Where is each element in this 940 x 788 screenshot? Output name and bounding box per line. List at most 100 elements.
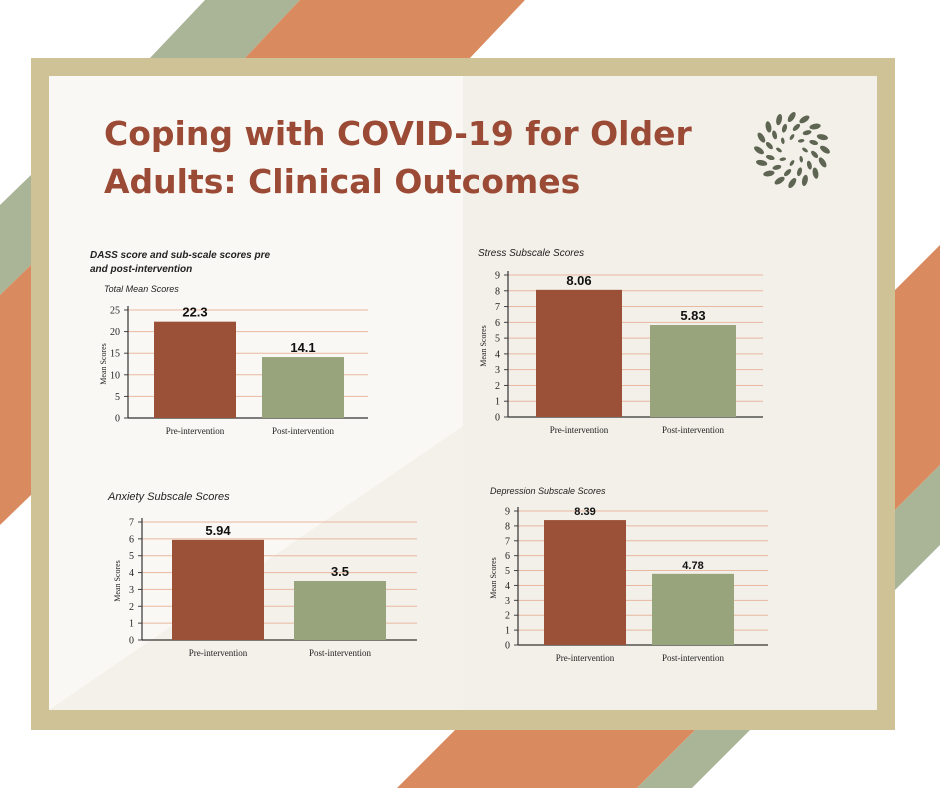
leaf-wreath-icon [754,112,830,188]
y-axis-label: Mean Scores [489,557,498,599]
wreath-leaf [754,146,764,155]
y-tick-label: 20 [110,327,120,338]
y-tick-label: 0 [495,413,500,424]
chart-subtitle: Total Mean Scores [104,284,179,294]
stripe-green-right [895,465,940,590]
wreath-leaf [796,167,803,177]
wreath-leaf [765,154,775,161]
wreath-leaf [765,121,772,133]
wreath-leaf [772,130,778,140]
bar-value-label: 8.39 [574,506,595,518]
y-tick-label: 4 [129,568,134,579]
wreath-leaf [757,132,766,143]
poster-title: Coping with COVID-19 for Older Adults: C… [104,110,724,206]
stripe-green-top [150,0,300,58]
bar [154,321,236,418]
bar-value-label: 14.1 [290,340,315,355]
y-tick-label: 3 [495,365,500,376]
y-tick-label: 2 [495,381,500,392]
chart-anxiety-subscale: Anxiety Subscale Scores 0 1 2 3 4 5 6 7 Mean Scor… [90,484,420,674]
y-tick-label: 8 [505,521,510,532]
bar-value-label: 22.3 [182,305,207,320]
y-tick-label: 4 [505,581,510,592]
stripe-orange-left [0,265,31,525]
x-category-label: Pre-intervention [166,426,225,436]
y-tick-label: 5 [115,392,120,403]
y-tick-label: 5 [495,334,500,345]
y-tick-label: 3 [129,585,134,596]
wreath-leaf [812,167,819,179]
y-tick-label: 5 [505,566,510,577]
y-tick-label: 1 [505,626,510,637]
chart-stress-subscale: Stress Subscale Scores 0 1 2 3 4 5 6 7 8 9 Mean Sco… [460,240,780,440]
bar [650,325,736,417]
y-tick-label: 0 [115,414,120,425]
title-line-1: Coping with COVID-19 for Older [104,114,692,153]
wreath-leaf [789,134,795,140]
chart-svg: Depression Subscale Scores 0 1 2 3 4 5 6 7 8 9 Mean… [489,486,768,663]
stripe-green-left [0,175,31,295]
y-tick-label: 15 [110,349,120,360]
bar [652,573,734,645]
y-tick-label: 3 [505,596,510,607]
wreath-leaf [799,155,803,163]
wreath-leaf [816,134,829,141]
bar-value-label: 5.83 [680,308,705,323]
y-tick-label: 9 [505,507,510,518]
y-tick-label: 1 [129,619,134,630]
y-tick-label: 0 [505,641,510,652]
y-tick-label: 2 [129,602,134,613]
chart-title: Stress Subscale Scores [478,248,584,259]
y-tick-label: 7 [505,536,510,547]
wreath-leaf [755,159,768,166]
y-tick-label: 7 [129,518,134,529]
wreath-leaf [779,157,787,161]
stripe-green-bottom [637,730,750,788]
chart-title-line: and post-intervention [90,264,192,275]
wreath-leaf [765,141,773,150]
wreath-leaf [801,174,808,187]
y-axis-label: Mean Scores [99,343,108,385]
x-category-label: Post-intervention [662,653,724,663]
y-tick-label: 0 [129,636,134,647]
wreath-leaf [802,130,812,136]
bar [544,520,626,645]
y-tick-label: 5 [129,551,134,562]
stripe-orange-bottom [397,730,695,788]
x-category-label: Post-intervention [309,648,371,658]
wreath-leaf [797,139,805,143]
y-axis-label: Mean Scores [479,325,488,367]
bar-value-label: 3.5 [331,564,349,579]
wreath-leaf [811,150,819,159]
chart-svg: Anxiety Subscale Scores 0 1 2 3 4 5 6 7 Mean Scor… [107,491,417,658]
y-tick-label: 2 [505,611,510,622]
x-category-label: Pre-intervention [550,425,609,435]
y-tick-label: 1 [495,397,500,408]
chart-total-mean-scores: DASS score and sub-scale scores pre and p… [88,240,388,450]
wreath-leaf [809,139,819,146]
chart-svg: DASS score and sub-scale scores pre and p… [90,250,368,436]
bar [294,581,386,640]
wreath-leaf [792,123,801,131]
stripe-orange-top [245,0,525,58]
wreath-leaf [788,178,797,188]
wreath-leaf [783,169,792,177]
wreath-leaf [781,137,785,145]
x-category-label: Pre-intervention [189,648,248,658]
wreath-leaf [799,115,810,124]
wreath-leaf [776,113,783,126]
wreath-leaf [772,164,782,170]
wreath-leaf [789,160,795,166]
wreath-leaf [763,170,775,177]
y-tick-label: 7 [495,302,500,313]
y-tick-label: 6 [505,551,510,562]
x-category-label: Post-intervention [272,426,334,436]
wreath-leaf [774,176,785,185]
bar-value-label: 5.94 [205,523,231,538]
bar [172,539,264,640]
y-tick-label: 8 [495,286,500,297]
wreath-leaf [806,160,812,170]
chart-title: Depression Subscale Scores [490,486,606,496]
chart-svg: Stress Subscale Scores 0 1 2 3 4 5 6 7 8 9 Mean Sco… [478,248,763,435]
wreath-leaf [820,145,830,154]
